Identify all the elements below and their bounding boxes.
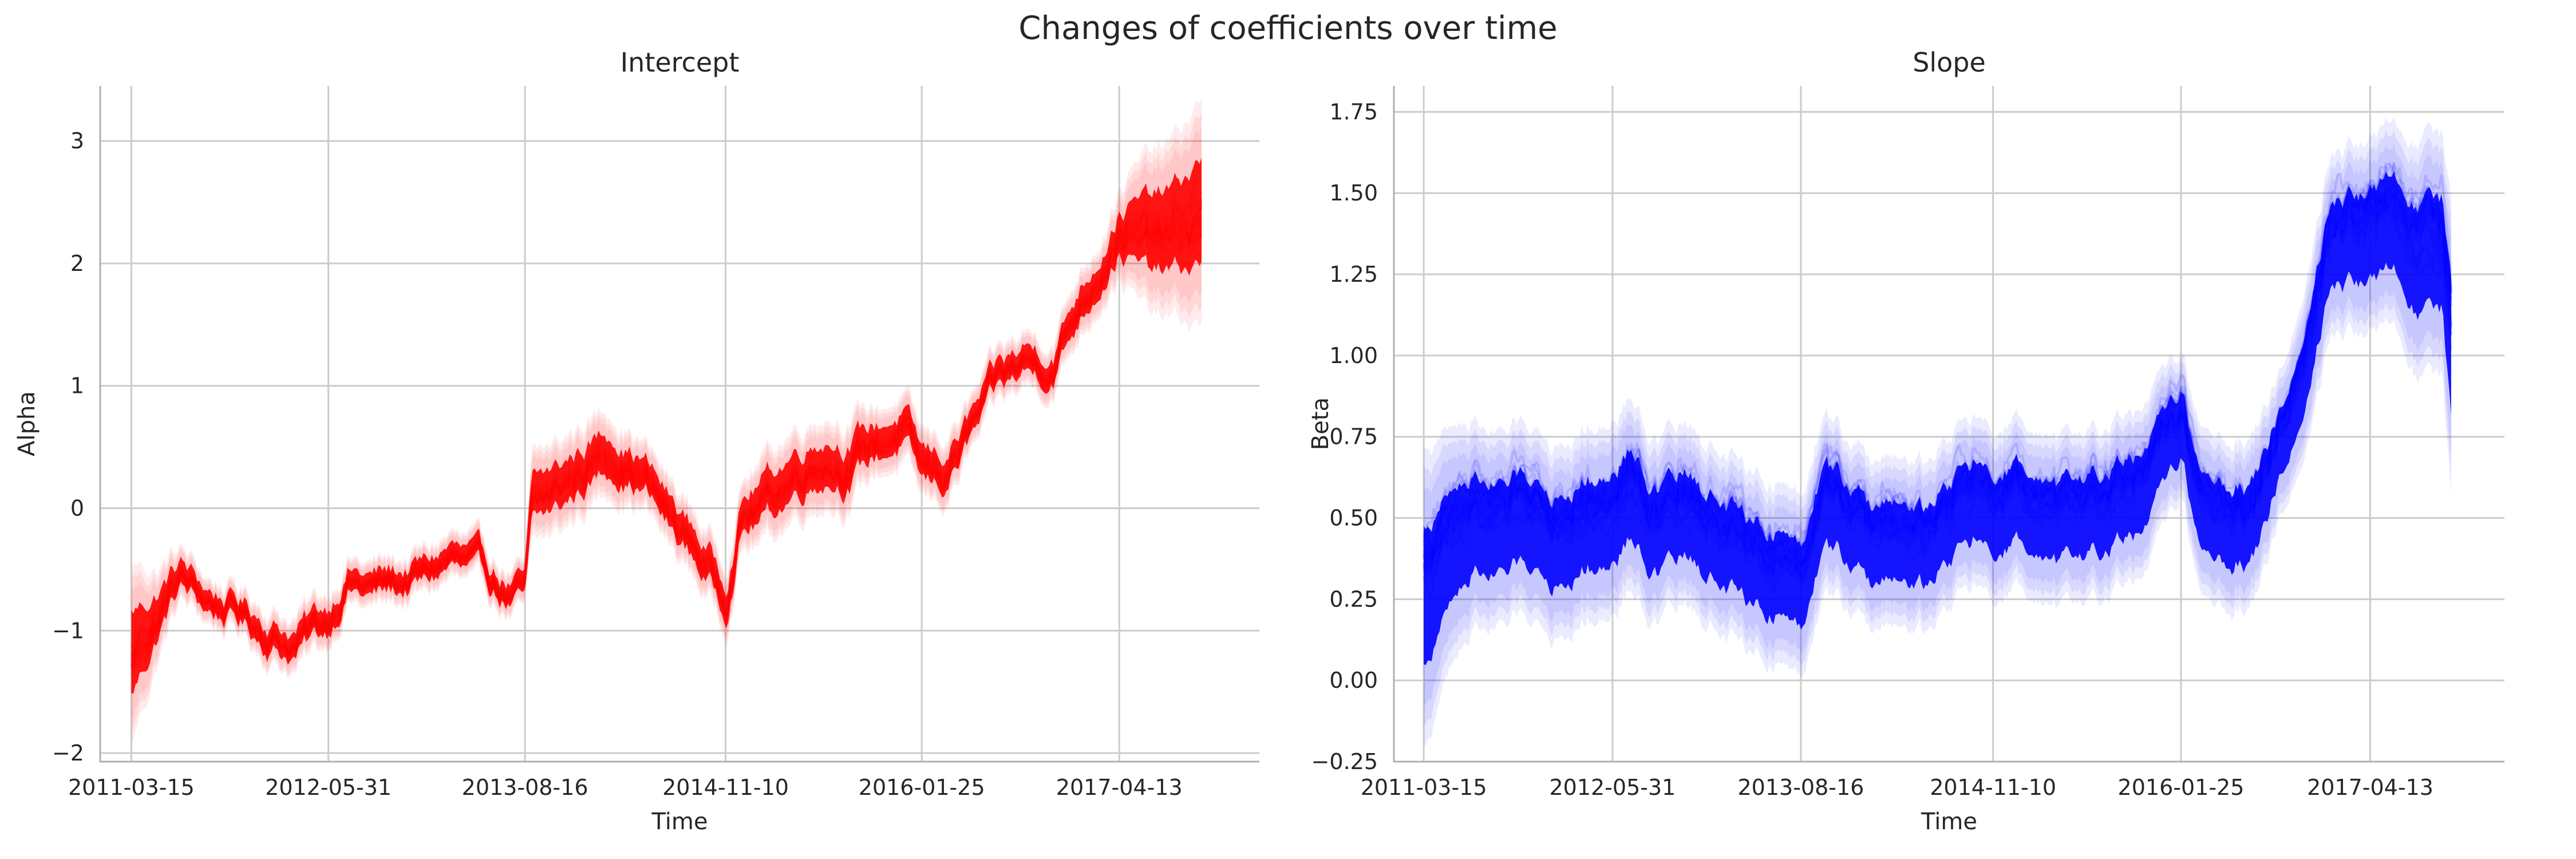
intercept-x-tick-label: 2013-08-16: [462, 775, 588, 800]
slope-x-ticks: 2011-03-15 2012-05-31 2013-08-16 2014-11-10…: [1361, 775, 2433, 800]
intercept-panel-title: Intercept: [621, 47, 740, 78]
slope-band-haze: [1424, 116, 2451, 746]
intercept-sample-trace: [130, 229, 1203, 676]
slope-y-tick-label: 1.75: [1329, 99, 1378, 124]
intercept-y-tick-label: 1: [70, 373, 84, 399]
intercept-sample-trace: [130, 182, 1203, 653]
slope-band-core: [1424, 171, 2451, 665]
slope-y-tick-label: 0.75: [1329, 424, 1378, 450]
intercept-y-tick-label: 3: [70, 128, 84, 153]
intercept-sample-trace: [130, 204, 1203, 664]
intercept-sample-trace: [130, 190, 1203, 659]
slope-y-tick-label: 0.25: [1329, 586, 1378, 612]
intercept-y-tick-label: 0: [70, 496, 84, 521]
slope-band-haze: [1424, 143, 2451, 706]
slope-y-tick-label: 1.00: [1329, 343, 1378, 368]
intercept-x-tick-label: 2016-01-25: [859, 775, 985, 800]
intercept-y-ticks: −2 −1 0 1 2 3: [52, 128, 84, 766]
intercept-sample-trace: [131, 198, 1202, 656]
slope-x-tick-label: 2016-01-25: [2118, 775, 2245, 800]
intercept-x-tick-label: 2014-11-10: [662, 775, 789, 800]
intercept-y-tick-label: −1: [52, 618, 84, 643]
slope-x-axis-label: Time: [1921, 809, 1977, 835]
slope-x-tick-label: 2012-05-31: [1549, 775, 1676, 800]
intercept-panel: 2011-03-15 2012-05-31 2013-08-16 2014-11-10…: [14, 47, 1259, 835]
intercept-sample-trace: [130, 199, 1203, 655]
intercept-sample-trace: [130, 227, 1203, 672]
intercept-x-ticks: 2011-03-15 2012-05-31 2013-08-16 2014-11-10…: [68, 775, 1183, 800]
intercept-axis-spine: [99, 86, 1259, 763]
intercept-sample-trace: [131, 201, 1203, 663]
figure-title: Changes of coefficients over time: [1018, 10, 1557, 47]
intercept-x-tick-label: 2017-04-13: [1056, 775, 1183, 800]
slope-y-tick-label: −0.25: [1311, 749, 1378, 774]
intercept-x-tick-label: 2012-05-31: [265, 775, 392, 800]
intercept-sample-trace: [131, 197, 1203, 655]
intercept-sample-trace: [130, 213, 1202, 663]
intercept-sample-trace: [130, 214, 1202, 672]
intercept-sample-trace: [130, 207, 1203, 665]
intercept-band-haze: [131, 127, 1202, 718]
slope-y-axis-label: Beta: [1307, 397, 1334, 450]
intercept-sample-trace: [130, 177, 1203, 660]
intercept-sample-trace: [130, 211, 1203, 661]
intercept-sample-trace: [130, 212, 1203, 670]
slope-panel-title: Slope: [1913, 47, 1986, 78]
intercept-sample-trace: [131, 221, 1203, 652]
intercept-y-axis-label: Alpha: [14, 391, 40, 456]
slope-y-tick-label: 1.50: [1329, 180, 1378, 206]
intercept-band-core: [131, 157, 1202, 694]
intercept-sample-trace: [131, 212, 1203, 661]
intercept-sample-trace: [131, 214, 1203, 668]
slope-y-tick-label: 1.25: [1329, 262, 1378, 287]
intercept-sample-trace: [131, 230, 1203, 675]
slope-y-tick-label: 0.00: [1329, 668, 1378, 693]
slope-x-tick-label: 2011-03-15: [1361, 775, 1487, 800]
intercept-x-tick-label: 2011-03-15: [68, 775, 195, 800]
intercept-sample-trace: [130, 211, 1203, 671]
intercept-sample-trace: [130, 221, 1203, 668]
slope-panel: 2011-03-15 2012-05-31 2013-08-16 2014-11-10…: [1307, 47, 2504, 835]
intercept-sample-trace: [130, 199, 1203, 663]
slope-x-tick-label: 2013-08-16: [1738, 775, 1864, 800]
intercept-x-axis-label: Time: [651, 809, 708, 835]
intercept-sample-trace: [131, 171, 1203, 653]
intercept-y-tick-label: 2: [70, 251, 84, 276]
slope-y-ticks: −0.25 0.00 0.25 0.50 0.75 1.00 1.25 1.50 1.75: [1311, 99, 1378, 774]
intercept-sample-trace: [131, 222, 1203, 656]
slope-y-tick-label: 0.50: [1329, 506, 1378, 531]
slope-x-tick-label: 2014-11-10: [1930, 775, 2056, 800]
intercept-y-tick-label: −2: [52, 740, 84, 766]
intercept-series-band: [130, 96, 1203, 742]
intercept-sample-trace: [130, 200, 1203, 658]
intercept-grid: [100, 86, 1259, 762]
slope-series-band: [1423, 116, 2452, 746]
slope-band-haze: [1424, 129, 2451, 726]
slope-x-tick-label: 2017-04-13: [2307, 775, 2433, 800]
intercept-sample-trace: [130, 218, 1203, 670]
slope-axis-spine: [1393, 86, 2504, 763]
